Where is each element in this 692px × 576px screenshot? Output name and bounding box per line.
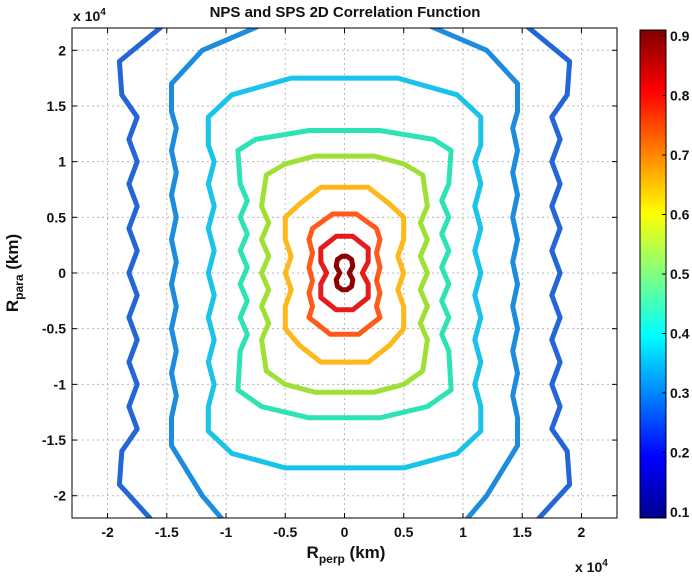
y-axis-label-sub: para [12,274,26,300]
y-multiplier-exponent: 4 [100,7,106,18]
colorbar-tick-label-3: 0.6 [670,207,690,223]
y-axis-label-unit: (km) [3,234,22,275]
contour-level-0_5-4 [259,153,430,395]
contour-level-0_8-1 [318,233,371,313]
colorbar-ticks: 0.9 0.8 0.7 0.6 0.5 0.4 0.3 0.2 0.1 [662,28,690,520]
x-axis-label-main: R [307,543,319,562]
x-axis-multiplier: x 104 [575,558,608,575]
y-tick-label-1: 1.5 [47,98,67,114]
y-axis-label-main: R [3,300,22,312]
colorbar-tick-label-7: 0.2 [670,445,690,461]
x-tick-label-7: 1.5 [512,524,532,540]
x-tick-label-6: 1 [459,524,467,540]
y-tick-label-7: -1.5 [42,432,66,448]
y-tick-label-2: 1 [58,154,66,170]
x-axis-label: Rperp (km) [307,543,386,566]
y-multiplier-prefix: x 10 [73,8,100,24]
x-axis-label-unit: (km) [345,543,386,562]
chart-title: NPS and SPS 2D Correlation Function [210,4,481,21]
y-axis-multiplier: x 104 [73,7,106,24]
colorbar-tick-label-2: 0.7 [670,147,690,163]
x-axis-ticks: -2 -1.5 -1 -0.5 0 0.5 1 1.5 2 [101,28,586,540]
colorbar-tick-label-4: 0.5 [670,266,690,282]
x-multiplier-exponent: 4 [602,558,608,569]
y-tick-label-3: 0.5 [47,209,67,225]
y-tick-label-8: -2 [54,488,67,504]
colorbar-tick-label-0: 0.9 [670,28,690,44]
x-tick-label-4: 0 [341,524,349,540]
contour-level-0_35-6 [205,75,484,471]
contour-level-0_9-0 [333,253,356,293]
y-axis-ticks: 2 1.5 1 0.5 0 -0.5 -1 -1.5 -2 [42,42,617,504]
y-tick-label-5: -0.5 [42,321,66,337]
x-tick-label-1: -1.5 [155,524,179,540]
y-tick-label-0: 2 [58,42,66,58]
colorbar [639,29,667,519]
x-tick-label-2: -1 [220,524,233,540]
x-multiplier-prefix: x 10 [575,559,602,575]
contour-lines [116,28,573,518]
contour-level-0_4-5 [235,128,454,421]
contour-level-0_25-9 [525,28,573,518]
y-tick-label-4: 0 [58,265,66,281]
x-tick-label-8: 2 [578,524,586,540]
y-axis-label: Rpara (km) [3,234,26,312]
x-axis-label-sub: perp [319,552,345,566]
colorbar-tick-label-8: 0.1 [670,504,690,520]
y-tick-label-6: -1 [54,376,67,392]
colorbar-tick-label-6: 0.3 [670,385,690,401]
x-tick-label-3: -0.5 [273,524,297,540]
contour-level-0_7-2 [306,211,383,337]
x-tick-label-0: -2 [101,524,114,540]
contour-level-0_6-3 [282,184,407,365]
colorbar-tick-label-5: 0.4 [670,326,690,342]
x-tick-label-5: 0.5 [394,524,414,540]
colorbar-tick-label-1: 0.8 [670,88,690,104]
contour-level-0_25-8 [116,28,164,518]
contour-level-0_3-7 [169,28,520,518]
